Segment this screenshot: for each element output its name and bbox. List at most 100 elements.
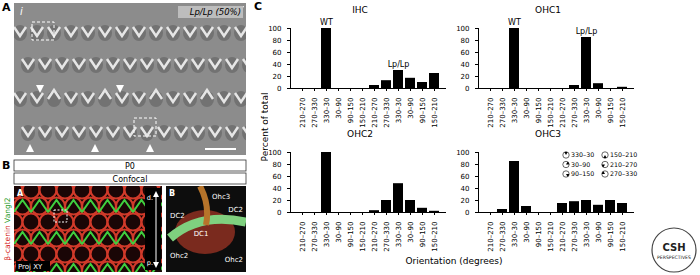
svg-text:80: 80 (461, 161, 470, 169)
svg-text:90–150: 90–150 (419, 98, 427, 124)
svg-text:270–330: 270–330 (571, 222, 579, 252)
svg-text:WT: WT (320, 18, 333, 27)
svg-text:40: 40 (461, 61, 470, 69)
svg-text:WT: WT (508, 18, 521, 27)
svg-text:20: 20 (461, 197, 470, 205)
svg-text:60: 60 (461, 49, 470, 57)
svg-text:330–30: 330–30 (511, 222, 519, 248)
svg-text:Ohc3: Ohc3 (212, 193, 230, 201)
svg-text:330–30: 330–30 (583, 222, 591, 248)
svg-text:β-catenin Vangl2: β-catenin Vangl2 (3, 197, 12, 260)
svg-text:90–150: 90–150 (535, 98, 543, 124)
svg-text:A: A (2, 1, 11, 14)
svg-text:30–90: 30–90 (595, 222, 603, 243)
svg-text:20: 20 (273, 197, 282, 205)
svg-text:Confocal: Confocal (113, 175, 148, 184)
svg-text:30–90: 30–90 (523, 222, 531, 243)
svg-text:330–30: 330–30 (395, 98, 403, 124)
svg-text:210–270: 210–270 (487, 222, 495, 252)
svg-text:30–90: 30–90 (595, 98, 603, 119)
svg-text:30–90: 30–90 (407, 222, 415, 243)
svg-text:60: 60 (461, 173, 470, 181)
svg-text:210–270: 210–270 (559, 222, 567, 252)
svg-text:Ohc2: Ohc2 (225, 256, 243, 264)
svg-text:150–210: 150–210 (610, 151, 637, 158)
svg-text:80: 80 (461, 37, 470, 45)
svg-text:80: 80 (273, 37, 282, 45)
svg-text:40: 40 (273, 185, 282, 193)
svg-text:270–330: 270–330 (383, 98, 391, 128)
svg-text:210–270: 210–270 (559, 98, 567, 128)
svg-text:20: 20 (273, 73, 282, 81)
svg-text:d.: d. (147, 194, 153, 202)
svg-text:30–90: 30–90 (523, 98, 531, 119)
svg-text:150–210: 150–210 (359, 98, 367, 128)
svg-text:330–30: 330–30 (583, 98, 591, 124)
svg-text:210–270: 210–270 (299, 222, 307, 252)
svg-text:150–210: 150–210 (359, 222, 367, 252)
svg-text:40: 40 (273, 61, 282, 69)
svg-text:30–90: 30–90 (407, 98, 415, 119)
svg-text:0: 0 (465, 85, 469, 93)
svg-text:90–150: 90–150 (535, 222, 543, 248)
svg-text:P0: P0 (125, 162, 135, 171)
svg-text:270–330: 270–330 (610, 170, 637, 177)
svg-text:150–210: 150–210 (619, 98, 627, 128)
svg-text:210–270: 210–270 (371, 222, 379, 252)
svg-text:270–330: 270–330 (499, 98, 507, 128)
svg-text:150–210: 150–210 (431, 98, 439, 128)
svg-text:30–90: 30–90 (571, 161, 590, 168)
svg-text:i: i (20, 6, 23, 17)
svg-text:Lp/Lp (50%): Lp/Lp (50%) (190, 7, 241, 17)
svg-text:Lp/Lp: Lp/Lp (576, 27, 598, 36)
svg-text:330–30: 330–30 (571, 151, 594, 158)
svg-text:100: 100 (268, 149, 281, 157)
svg-text:80: 80 (273, 161, 282, 169)
svg-text:90–150: 90–150 (347, 222, 355, 248)
svg-text:PERSPECTIVES: PERSPECTIVES (657, 255, 691, 260)
svg-text:270–330: 270–330 (311, 222, 319, 252)
svg-text:Lp/Lp: Lp/Lp (388, 60, 410, 69)
svg-text:90–150: 90–150 (571, 170, 594, 177)
svg-text:90–150: 90–150 (347, 98, 355, 124)
svg-text:Ohc2: Ohc2 (170, 252, 188, 260)
svg-text:0: 0 (465, 209, 469, 217)
svg-text:B: B (169, 189, 175, 198)
svg-text:150–210: 150–210 (619, 222, 627, 252)
svg-text:B: B (2, 159, 10, 172)
svg-text:270–330: 270–330 (383, 222, 391, 252)
svg-text:40: 40 (461, 185, 470, 193)
svg-text:210–270: 210–270 (371, 98, 379, 128)
svg-text:270–330: 270–330 (571, 98, 579, 128)
svg-text:30–90: 30–90 (335, 222, 343, 243)
svg-text:210–270: 210–270 (487, 98, 495, 128)
svg-text:90–150: 90–150 (607, 98, 615, 124)
svg-text:A: A (17, 189, 24, 198)
svg-text:20: 20 (461, 73, 470, 81)
svg-text:330–30: 330–30 (511, 98, 519, 124)
svg-text:330–30: 330–30 (323, 222, 331, 248)
svg-text:0: 0 (277, 209, 281, 217)
svg-text:270–330: 270–330 (311, 98, 319, 128)
svg-text:150–210: 150–210 (547, 222, 555, 252)
svg-text:100: 100 (456, 25, 469, 33)
svg-text:330–30: 330–30 (395, 222, 403, 248)
svg-text:100: 100 (456, 149, 469, 157)
svg-text:330–30: 330–30 (323, 98, 331, 124)
svg-text:150–210: 150–210 (547, 98, 555, 128)
svg-text:DC2: DC2 (228, 206, 243, 214)
svg-text:90–150: 90–150 (419, 222, 427, 248)
svg-text:210–270: 210–270 (299, 98, 307, 128)
svg-text:CSH: CSH (662, 242, 685, 253)
svg-text:p.: p. (147, 259, 153, 267)
svg-text:210–270: 210–270 (610, 161, 637, 168)
svg-text:270–330: 270–330 (499, 222, 507, 252)
svg-text:30–90: 30–90 (335, 98, 343, 119)
svg-text:100: 100 (268, 25, 281, 33)
svg-text:Proj XY: Proj XY (18, 263, 43, 271)
svg-text:0: 0 (277, 85, 281, 93)
svg-text:60: 60 (273, 49, 282, 57)
svg-text:60: 60 (273, 173, 282, 181)
svg-text:DC2: DC2 (170, 212, 185, 220)
svg-text:90–150: 90–150 (607, 222, 615, 248)
